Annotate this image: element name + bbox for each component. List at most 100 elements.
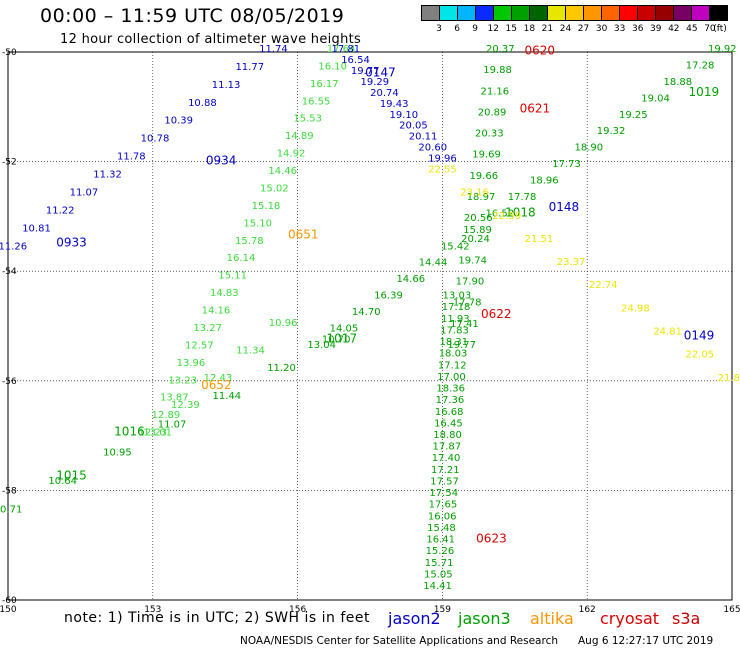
swh-value: 13.87 xyxy=(160,393,189,404)
pass-time-label: 0622 xyxy=(481,307,512,321)
x-tick-label: 165 xyxy=(723,605,740,615)
swh-value: 22.55 xyxy=(428,165,457,176)
swh-value: 14.70 xyxy=(352,307,381,318)
swh-value: 20.33 xyxy=(475,129,504,140)
swh-value: 13.01 xyxy=(143,428,172,439)
swh-value: 20.11 xyxy=(409,132,438,143)
colorbar-swatch xyxy=(512,6,530,20)
swh-value: 12.39 xyxy=(171,400,200,411)
swh-value: 19.88 xyxy=(483,65,512,76)
swh-value: 19.25 xyxy=(619,110,648,121)
swh-value: 15.18 xyxy=(252,201,281,212)
colorbar-label: 15 xyxy=(505,24,518,34)
swh-value: 16.54 xyxy=(341,55,370,66)
swh-value: 17.12 xyxy=(438,360,467,371)
y-tick-label: -56 xyxy=(2,377,17,387)
x-tick-label: 150 xyxy=(0,605,17,615)
swh-value: 19.29 xyxy=(361,77,390,88)
swh-value: 16.06 xyxy=(428,511,457,522)
colorbar-swatch xyxy=(458,6,476,20)
swh-value: 14.41 xyxy=(423,581,452,592)
swh-value: 18.03 xyxy=(439,349,468,360)
y-tick-label: -52 xyxy=(2,158,17,168)
swh-value: 20.24 xyxy=(461,234,490,245)
y-tick-label: -54 xyxy=(2,267,17,277)
pass-time-label: 0149 xyxy=(684,329,715,343)
footer-date: Aug 6 12:27:17 UTC 2019 xyxy=(578,635,714,647)
swh-value: 18.96 xyxy=(530,176,559,187)
swh-value: 18.97 xyxy=(467,192,496,203)
legend-item-jason3: jason3 xyxy=(458,609,511,628)
swh-value: 17.65 xyxy=(429,500,458,511)
swh-value: 11.22 xyxy=(46,205,75,216)
swh-value: 21.51 xyxy=(525,234,554,245)
colorbar-swatch xyxy=(494,6,512,20)
swh-value: 21.88 xyxy=(718,373,740,384)
pass-time-label: 0148 xyxy=(549,200,580,214)
chart-title: 00:00 – 11:59 UTC 08/05/2019 xyxy=(40,5,345,27)
swh-value: 15.10 xyxy=(243,218,272,229)
swh-value: 18.90 xyxy=(574,143,603,154)
swh-value: 18.80 xyxy=(433,430,462,441)
swh-value: 14.46 xyxy=(268,166,297,177)
swh-value: 13.96 xyxy=(177,358,206,369)
swh-value: 16.68 xyxy=(435,407,464,418)
swh-value: 15.78 xyxy=(235,236,264,247)
swh-value: 12.89 xyxy=(152,410,181,421)
swh-value: 14.92 xyxy=(277,149,306,160)
swh-value: 23.37 xyxy=(557,257,586,268)
swh-value: 20.89 xyxy=(478,107,507,118)
colorbar-label: 12 xyxy=(487,24,499,34)
swh-value: 15.48 xyxy=(427,523,456,534)
swh-value: 17.78 xyxy=(453,298,482,309)
swh-value: 11.44 xyxy=(212,391,241,402)
colorbar-label: 3 xyxy=(436,24,442,34)
legend-item-cryosat: cryosat xyxy=(600,609,660,628)
swh-value: 20.56 xyxy=(464,213,493,224)
colorbar-label: 27 xyxy=(577,24,590,34)
swh-value: 19.77 xyxy=(447,340,476,351)
colorbar-label: 18 xyxy=(523,24,536,34)
swh-value: 16.39 xyxy=(374,291,403,302)
swh-value: 18.31 xyxy=(439,337,468,348)
swh-value: 10.96 xyxy=(269,318,298,329)
swh-value: 11.20 xyxy=(267,363,296,374)
swh-value: 10.71 xyxy=(0,504,22,515)
swh-value: 16.45 xyxy=(434,418,463,429)
swh-value: 19.04 xyxy=(641,93,670,104)
swh-value: 10.39 xyxy=(164,116,193,127)
pass-time-label: 0651 xyxy=(288,227,319,241)
colorbar-swatch xyxy=(530,6,548,20)
colorbar-swatch xyxy=(692,6,710,20)
pass-time-label: 1018 xyxy=(505,205,536,219)
swh-value: 15.11 xyxy=(218,271,247,282)
swh-value: 10.70 xyxy=(322,334,351,345)
swh-value: 14.66 xyxy=(396,274,425,285)
colorbar-swatch xyxy=(602,6,620,20)
swh-value: 19.43 xyxy=(380,99,409,110)
colorbar-label: 30 xyxy=(595,24,608,34)
swh-value: 10.95 xyxy=(103,448,132,459)
swh-value: 19.10 xyxy=(389,110,418,121)
swh-value: 11.93 xyxy=(441,314,470,325)
swh-value: 16.52 xyxy=(485,208,514,219)
swh-value: 11.74 xyxy=(259,44,288,55)
pass-time-label: 1015 xyxy=(56,468,87,482)
swh-value: 12.23 xyxy=(138,428,167,439)
colorbar-swatch xyxy=(566,6,584,20)
swh-value: 11.07 xyxy=(70,187,99,198)
pass-time-label: 0620 xyxy=(524,44,555,58)
colorbar-swatch xyxy=(710,6,727,20)
swh-value: 15.02 xyxy=(260,183,289,194)
swh-value: 19.96 xyxy=(428,154,457,165)
y-tick-label: -60 xyxy=(2,596,17,606)
swh-value: 19.74 xyxy=(458,255,487,266)
colorbar-swatch xyxy=(440,6,458,20)
legend-item-s3a: s3a xyxy=(672,609,701,628)
colorbar-unit: (ft) xyxy=(713,24,727,34)
swh-value: 18.88 xyxy=(664,77,693,88)
swh-value: 20.05 xyxy=(399,121,428,132)
swh-value: 10.64 xyxy=(48,476,77,487)
swh-value: 14.44 xyxy=(419,258,448,269)
swh-value: 17.28 xyxy=(686,60,715,71)
